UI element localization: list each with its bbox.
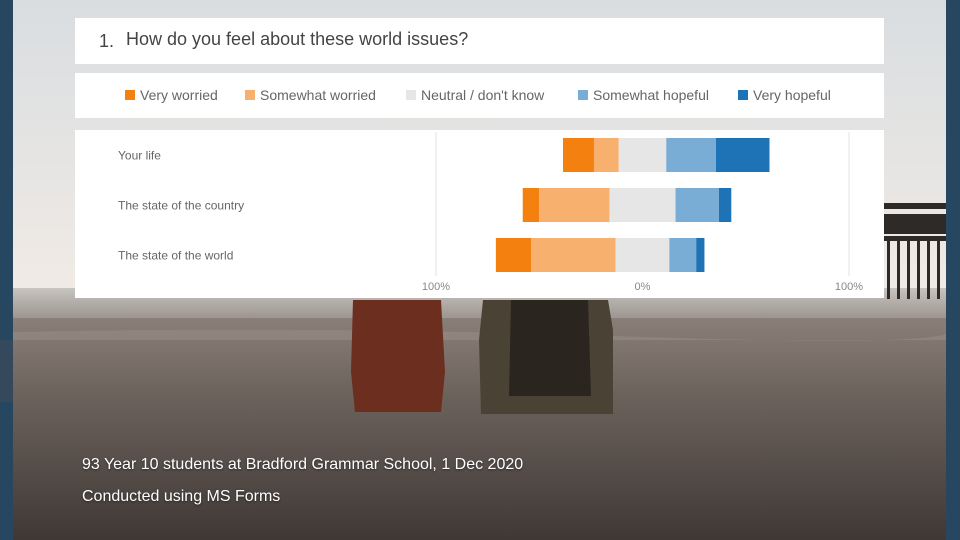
bar-somewhat-worried bbox=[530, 238, 616, 272]
survey-caption-line-2: Conducted using MS Forms bbox=[82, 488, 281, 505]
bar-neutral-don-t-know bbox=[609, 188, 676, 222]
bar-neutral-don-t-know bbox=[615, 238, 670, 272]
legend-swatch-somewhat-hopeful bbox=[578, 90, 588, 100]
bar-somewhat-hopeful bbox=[675, 188, 719, 222]
legend-item-very-hopeful: Very hopeful bbox=[738, 87, 831, 103]
bar-very-worried bbox=[522, 188, 540, 222]
right-border-bar bbox=[946, 0, 960, 540]
x-tick-label: 100% bbox=[422, 281, 450, 293]
left-border-bar bbox=[0, 0, 13, 540]
bar-somewhat-hopeful bbox=[666, 138, 716, 172]
likert-chart: Your life The state of the country The sta… bbox=[118, 132, 863, 293]
legend-swatch-somewhat-worried bbox=[245, 90, 255, 100]
bar-somewhat-hopeful bbox=[669, 238, 697, 272]
category-label: Your life bbox=[118, 149, 161, 163]
question-number: 1. bbox=[99, 31, 115, 51]
legend-label-neutral: Neutral / don't know bbox=[421, 87, 545, 103]
bar-somewhat-worried bbox=[539, 188, 610, 222]
bar-very-hopeful bbox=[696, 238, 705, 272]
bar-very-hopeful bbox=[715, 138, 770, 172]
legend-item-very-worried: Very worried bbox=[125, 87, 218, 103]
legend-swatch-very-hopeful bbox=[738, 90, 748, 100]
legend-item-somewhat-worried: Somewhat worried bbox=[245, 87, 376, 103]
x-tick-label: 100% bbox=[835, 281, 863, 293]
question-title-card: 1. How do you feel about these world iss… bbox=[75, 18, 884, 64]
bar-very-worried bbox=[495, 238, 531, 272]
legend-swatch-very-worried bbox=[125, 90, 135, 100]
legend-label-very-hopeful: Very hopeful bbox=[753, 87, 831, 103]
legend-label-very-worried: Very worried bbox=[140, 87, 218, 103]
bar-somewhat-worried bbox=[593, 138, 619, 172]
people-silhouette bbox=[351, 300, 613, 414]
left-border-accent bbox=[0, 340, 13, 402]
chart-card: Your life The state of the country The sta… bbox=[75, 130, 884, 298]
bar-very-hopeful bbox=[718, 188, 732, 222]
category-label: The state of the world bbox=[118, 249, 233, 263]
category-label: The state of the country bbox=[118, 199, 244, 213]
legend-item-neutral: Neutral / don't know bbox=[406, 87, 544, 103]
survey-caption-line-1: 93 Year 10 students at Bradford Grammar … bbox=[82, 456, 524, 473]
legend-label-somewhat-worried: Somewhat worried bbox=[260, 87, 376, 103]
pier-silhouette bbox=[884, 203, 946, 299]
legend-label-somewhat-hopeful: Somewhat hopeful bbox=[593, 87, 709, 103]
bar-very-worried bbox=[563, 138, 594, 172]
question-title: How do you feel about these world issues… bbox=[126, 29, 469, 49]
legend-swatch-neutral bbox=[406, 90, 416, 100]
chart-legend: Very worried Somewhat worried Neutral / … bbox=[75, 73, 884, 118]
x-tick-label: 0% bbox=[635, 281, 651, 293]
legend-item-somewhat-hopeful: Somewhat hopeful bbox=[578, 87, 709, 103]
bar-neutral-don-t-know bbox=[618, 138, 667, 172]
